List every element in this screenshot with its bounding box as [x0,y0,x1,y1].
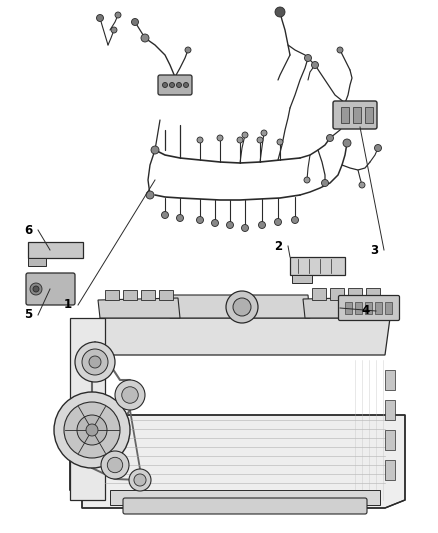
Bar [292,275,312,283]
Bar [365,302,372,314]
Circle shape [96,14,103,21]
Circle shape [86,424,98,436]
Circle shape [337,47,343,53]
Circle shape [134,474,146,486]
Circle shape [115,12,121,18]
Polygon shape [98,298,180,318]
Polygon shape [70,318,105,500]
Bar [141,290,155,300]
Circle shape [277,139,283,145]
Circle shape [292,216,299,223]
Circle shape [275,7,285,17]
Circle shape [321,180,328,187]
Circle shape [184,83,188,87]
Bar [385,460,395,480]
Circle shape [177,83,181,87]
Circle shape [275,219,282,225]
Text: 3: 3 [370,244,378,256]
Circle shape [68,246,76,254]
Bar [110,490,380,505]
Bar [385,400,395,420]
Circle shape [257,137,263,143]
Circle shape [77,415,107,445]
Circle shape [107,457,123,473]
Circle shape [326,134,333,141]
Circle shape [115,380,145,410]
Bar [365,107,373,123]
FancyBboxPatch shape [333,101,377,129]
Circle shape [374,144,381,151]
Circle shape [162,212,169,219]
Text: 6: 6 [24,223,32,237]
Circle shape [54,392,130,468]
Bar [375,302,382,314]
Circle shape [343,139,351,147]
Circle shape [197,137,203,143]
Bar [345,302,352,314]
Circle shape [151,146,159,154]
Circle shape [226,291,258,323]
Circle shape [304,177,310,183]
Polygon shape [70,415,405,508]
Circle shape [237,137,243,143]
FancyBboxPatch shape [339,295,399,320]
Circle shape [141,34,149,42]
Bar [385,302,392,314]
Circle shape [185,47,191,53]
Circle shape [170,83,174,87]
Text: 4: 4 [362,304,370,318]
Circle shape [359,182,365,188]
Circle shape [177,214,184,222]
Bar [348,288,362,300]
Circle shape [304,54,311,61]
Text: 2: 2 [274,239,282,253]
Circle shape [226,222,233,229]
Circle shape [34,246,42,254]
Text: 5: 5 [24,309,32,321]
Circle shape [33,286,39,292]
Circle shape [64,402,120,458]
FancyBboxPatch shape [123,498,367,514]
Circle shape [146,191,154,199]
Bar [290,257,345,275]
Polygon shape [95,318,390,355]
Bar [159,290,173,300]
Bar [28,258,46,266]
Circle shape [129,469,151,491]
Circle shape [131,19,138,26]
Circle shape [30,283,42,295]
Circle shape [111,27,117,33]
FancyBboxPatch shape [158,75,192,95]
Circle shape [311,61,318,69]
Circle shape [233,298,251,316]
Bar [28,242,83,258]
Bar [330,288,344,300]
Circle shape [122,387,138,403]
Circle shape [217,135,223,141]
Bar [312,288,326,300]
Circle shape [261,130,267,136]
Bar [353,107,361,123]
Bar [123,290,137,300]
Circle shape [162,83,167,87]
Polygon shape [170,295,310,318]
Circle shape [82,349,108,375]
Circle shape [197,216,204,223]
Circle shape [89,356,101,368]
Circle shape [241,224,248,231]
Polygon shape [303,297,390,318]
Text: 1: 1 [64,298,72,311]
Circle shape [212,220,219,227]
Bar [341,107,349,123]
Bar [385,430,395,450]
Circle shape [258,222,265,229]
Bar [366,288,380,300]
Circle shape [242,132,248,138]
Bar [105,290,119,300]
FancyBboxPatch shape [26,273,75,305]
Circle shape [75,342,115,382]
Circle shape [101,451,129,479]
Bar [385,370,395,390]
Bar [355,302,362,314]
